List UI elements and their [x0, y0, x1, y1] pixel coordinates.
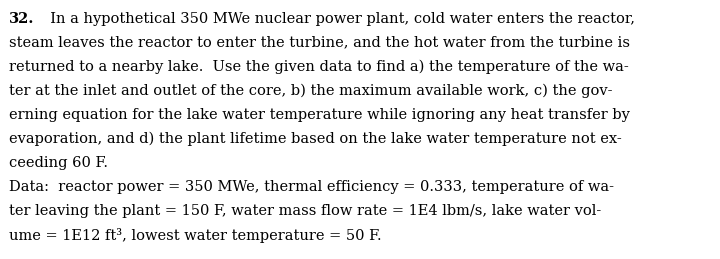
Text: returned to a nearby lake.  Use the given data to find a) the temperature of the: returned to a nearby lake. Use the given… [9, 60, 629, 74]
Text: erning equation for the lake water temperature while ignoring any heat transfer : erning equation for the lake water tempe… [9, 108, 630, 122]
Text: In a hypothetical 350 MWe nuclear power plant, cold water enters the reactor,: In a hypothetical 350 MWe nuclear power … [41, 12, 635, 26]
Text: steam leaves the reactor to enter the turbine, and the hot water from the turbin: steam leaves the reactor to enter the tu… [9, 36, 631, 50]
Text: evaporation, and d) the plant lifetime based on the lake water temperature not e: evaporation, and d) the plant lifetime b… [9, 132, 622, 147]
Text: ter leaving the plant = 150 F, water mass flow rate = 1E4 lbm/s, lake water vol-: ter leaving the plant = 150 F, water mas… [9, 204, 602, 218]
Text: Data:  reactor power = 350 MWe, thermal efficiency = 0.333, temperature of wa-: Data: reactor power = 350 MWe, thermal e… [9, 180, 614, 194]
Text: ceeding 60 F.: ceeding 60 F. [9, 156, 108, 170]
Text: ume = 1E12 ft³, lowest water temperature = 50 F.: ume = 1E12 ft³, lowest water temperature… [9, 228, 382, 243]
Text: 32.: 32. [9, 12, 35, 26]
Text: ter at the inlet and outlet of the core, b) the maximum available work, c) the g: ter at the inlet and outlet of the core,… [9, 84, 613, 98]
